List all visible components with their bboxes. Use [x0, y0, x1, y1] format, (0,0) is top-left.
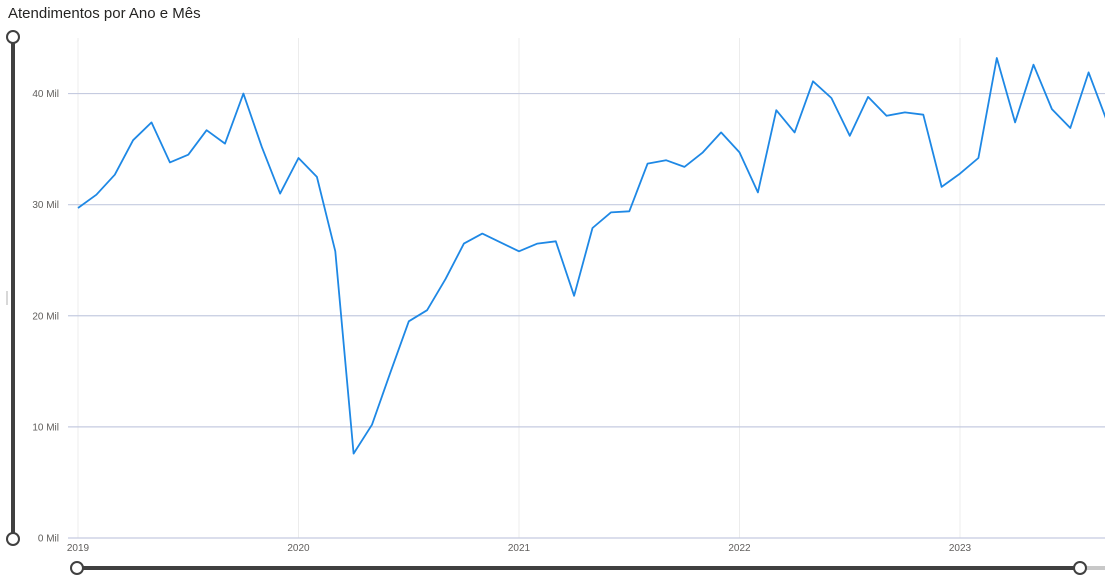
x-tick-label: 2019 [67, 543, 90, 554]
x-slider-handle-left[interactable] [70, 561, 84, 575]
x-tick-label: 2023 [949, 543, 972, 554]
x-range-slider[interactable] [70, 561, 1105, 575]
x-tick-label: 2020 [287, 543, 310, 554]
horizontal-gridlines [68, 92, 1105, 539]
chart-title: Atendimentos por Ano e Mês [8, 5, 201, 22]
x-slider-handle-right[interactable] [1073, 561, 1087, 575]
x-tick-label: 2022 [728, 543, 751, 554]
y-slider-handle-top[interactable] [6, 30, 20, 44]
y-slider-handle-bottom[interactable] [6, 532, 20, 546]
x-axis-labels: 2019 2020 2021 2022 2023 [67, 543, 972, 554]
y-tick-label: 40 Mil [32, 89, 59, 100]
y-tick-label: 0 Mil [38, 534, 59, 545]
y-tick-label: 20 Mil [32, 311, 59, 322]
y-tick-label: 30 Mil [32, 200, 59, 211]
y-axis-labels: 0 Mil 10 Mil 20 Mil 30 Mil 40 Mil [32, 89, 59, 544]
vertical-gridlines [77, 38, 961, 538]
series-line [77, 57, 1105, 455]
y-tick-label: 10 Mil [32, 422, 59, 433]
y-range-slider[interactable] [6, 30, 20, 546]
x-tick-label: 2021 [508, 543, 531, 554]
